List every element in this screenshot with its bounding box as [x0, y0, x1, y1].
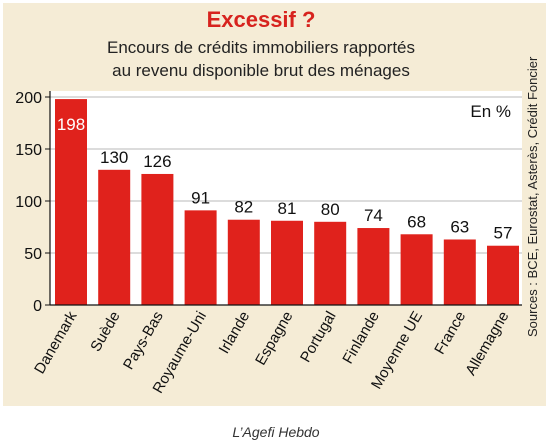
- x-tick-label: France: [431, 309, 469, 358]
- data-label: 81: [278, 199, 297, 218]
- bar-moyenne-ue: [400, 234, 433, 305]
- x-tick-label: Irlande: [216, 309, 254, 357]
- data-label: 74: [364, 206, 383, 225]
- bar-allemagne: [487, 245, 519, 305]
- bars: 198 130 126 91 82 81 80 74 68 63 57: [55, 99, 519, 305]
- x-tick-label: Suède: [87, 309, 123, 355]
- x-tick-label: Allemagne: [462, 309, 512, 379]
- bar-irlande: [227, 219, 260, 305]
- x-tick-label: Pays-Bas: [120, 309, 167, 373]
- y-tick-label: 50: [24, 246, 42, 263]
- bar-finlande: [357, 228, 390, 305]
- chart-title: Excessif ?: [207, 7, 316, 32]
- bar-chart: Excessif ? Encours de crédits immobilier…: [15, 7, 540, 396]
- chart-frame: Excessif ? Encours de crédits immobilier…: [3, 3, 546, 406]
- data-label: 130: [100, 148, 128, 167]
- y-tick-label: 150: [15, 142, 42, 159]
- data-label: 91: [191, 188, 210, 207]
- x-tick-label: Danemark: [31, 308, 81, 377]
- x-tick-label: Espagne: [252, 309, 296, 369]
- bar-espagne: [271, 220, 303, 305]
- caption: L’Agefi Hebdo: [232, 424, 320, 440]
- data-label: 63: [450, 217, 469, 236]
- data-label: 126: [143, 152, 171, 171]
- data-label: 198: [57, 115, 85, 134]
- source-label: Sources : BCE, Eurostat, Asterès, Crédit…: [525, 56, 540, 337]
- data-label: 82: [234, 198, 253, 217]
- chart-subtitle-line-1: Encours de crédits immobiliers rapportés: [107, 38, 415, 57]
- x-tick-label: Finlande: [339, 309, 382, 367]
- unit-label: En %: [470, 102, 511, 121]
- bar-royaume-uni: [184, 210, 217, 305]
- bar-france: [443, 239, 476, 305]
- x-tick-label: Portugal: [297, 309, 340, 366]
- chart-subtitle-line-2: au revenu disponible brut des ménages: [112, 61, 410, 80]
- bar-pays-bas: [141, 173, 174, 305]
- y-tick-label: 200: [15, 90, 42, 107]
- bar-su-de: [98, 169, 131, 305]
- data-label: 57: [494, 224, 513, 243]
- bar-danemark: [55, 99, 87, 305]
- y-tick-label: 0: [33, 298, 42, 315]
- bar-portugal: [314, 221, 347, 305]
- data-label: 80: [321, 200, 340, 219]
- y-tick-label: 100: [15, 194, 42, 211]
- data-label: 68: [407, 212, 426, 231]
